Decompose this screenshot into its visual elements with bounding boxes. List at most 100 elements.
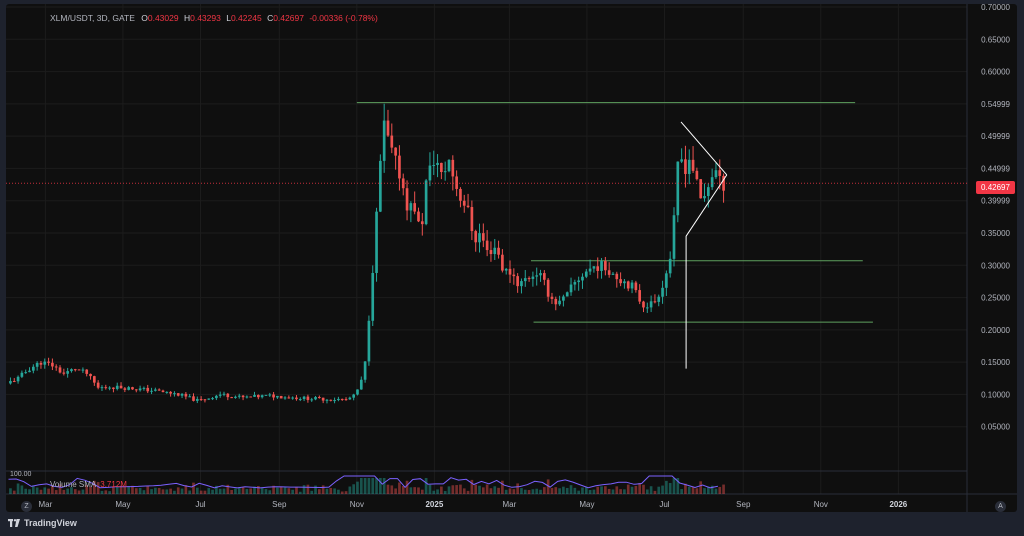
volume-bar [508, 488, 512, 494]
pattern-upper-line [680, 121, 728, 176]
chart-frame[interactable]: 0.70000 0.65000 0.60000 0.54999 0.49999 0.449… [6, 4, 1017, 512]
volume-bar [611, 489, 615, 494]
volume-bar [649, 486, 653, 494]
ohlc-legend: XLM/USDT, 3D, GATE O0.43029 H0.43293 L0.… [50, 13, 378, 23]
price-tick-label: 0.15000 [981, 358, 1010, 367]
volume-bar [169, 488, 172, 494]
volume-bar [211, 489, 214, 494]
symbol-label[interactable]: XLM/USDT, 3D, GATE [50, 13, 135, 23]
candle-body [287, 397, 291, 399]
candle-body [165, 391, 169, 393]
candle-body [474, 231, 478, 243]
change-value: -0.00336 (-0.78%) [309, 13, 378, 23]
volume-bar [703, 488, 706, 494]
volume-bar [428, 484, 432, 494]
volume-bar [127, 486, 131, 494]
low-value: 0.42245 [230, 13, 262, 23]
candle-body [134, 389, 138, 391]
candle-body [302, 396, 306, 400]
grid [6, 4, 1017, 512]
candle-body [119, 385, 123, 389]
candle-body [161, 390, 165, 393]
candle-body [390, 135, 394, 148]
time-tick-label: May [115, 500, 130, 509]
volume-bar [359, 478, 363, 494]
candle-body [43, 361, 47, 365]
candle-body [455, 176, 458, 189]
brand-name: TradingView [24, 518, 77, 528]
candle-body [20, 372, 24, 377]
volume-bar [31, 485, 35, 494]
candle-body [504, 268, 508, 271]
volume-bar [604, 486, 607, 494]
price-tick-label: 0.35000 [981, 229, 1010, 238]
volume-bar [489, 488, 493, 494]
volume-bar [35, 487, 39, 494]
price-tick-label: 0.70000 [981, 4, 1010, 12]
volume-bar [562, 486, 565, 494]
volume-bar [249, 488, 253, 494]
candle-body [47, 361, 50, 363]
candle-body [24, 372, 28, 374]
time-tick-label: Nov [814, 500, 828, 509]
candle-body [409, 203, 413, 211]
candle-body [359, 379, 363, 390]
candle-body [283, 397, 287, 399]
tradingview-brand[interactable]: TradingView [8, 518, 77, 528]
volume-bar [329, 487, 333, 494]
close-value: 0.42697 [273, 13, 304, 23]
candle-body [73, 369, 77, 371]
candle-body [237, 395, 241, 397]
candle-body [428, 165, 432, 181]
volume-bar [619, 489, 622, 494]
timezone-button[interactable]: Z [21, 501, 32, 512]
volume-bar [443, 491, 447, 494]
volume-bar [215, 485, 218, 494]
volume-bar [394, 488, 397, 494]
candle-body [645, 307, 649, 309]
auto-scale-button[interactable]: A [995, 501, 1006, 512]
candle-body [310, 399, 314, 401]
volume-bar [398, 482, 401, 494]
candlestick-chart[interactable]: 0.70000 0.65000 0.60000 0.54999 0.49999 0.449… [6, 4, 1017, 512]
volume-bar [504, 489, 508, 494]
volume-value: 3.712M [100, 480, 127, 489]
candle-body [562, 296, 565, 301]
volume-bar [119, 485, 123, 494]
volume-bar [386, 484, 390, 494]
volume-bar [462, 488, 466, 494]
volume-bar [180, 488, 184, 494]
volume-bar [722, 484, 725, 494]
volume-bar [615, 486, 619, 494]
candle-body [573, 282, 577, 285]
volume-bar [207, 488, 211, 494]
volume-bar [661, 485, 664, 494]
volume-bar [218, 488, 222, 494]
candle-body [260, 395, 264, 398]
volume-bar [375, 478, 378, 494]
candle-body [306, 396, 310, 400]
candle-body [256, 394, 260, 398]
candle-body [657, 296, 661, 302]
candle-body [546, 279, 550, 297]
candle-body [131, 387, 134, 390]
volume-label[interactable]: Volume SMA [50, 480, 97, 489]
volume-bar [523, 489, 527, 494]
price-axis[interactable]: 0.70000 0.65000 0.60000 0.54999 0.49999 0.449… [981, 4, 1010, 432]
volume-bar [695, 488, 699, 494]
candle-body [459, 188, 462, 201]
volume-bar [668, 483, 672, 494]
open-value: 0.43029 [147, 13, 179, 23]
candle-body [100, 387, 104, 389]
time-axis[interactable]: Mar May Jul Sep Nov 2025 Mar May Jul Sep Nov 2026 [39, 500, 908, 509]
candle-body [600, 261, 603, 271]
close-label: C [267, 13, 274, 23]
candle-body [413, 203, 417, 212]
volume-bar [382, 478, 386, 494]
candle-body [154, 389, 157, 391]
candle-body [653, 301, 657, 303]
volume-bar [417, 487, 420, 494]
volume-bar [146, 485, 150, 494]
candle-body [367, 320, 371, 362]
volume-bar [543, 487, 546, 494]
